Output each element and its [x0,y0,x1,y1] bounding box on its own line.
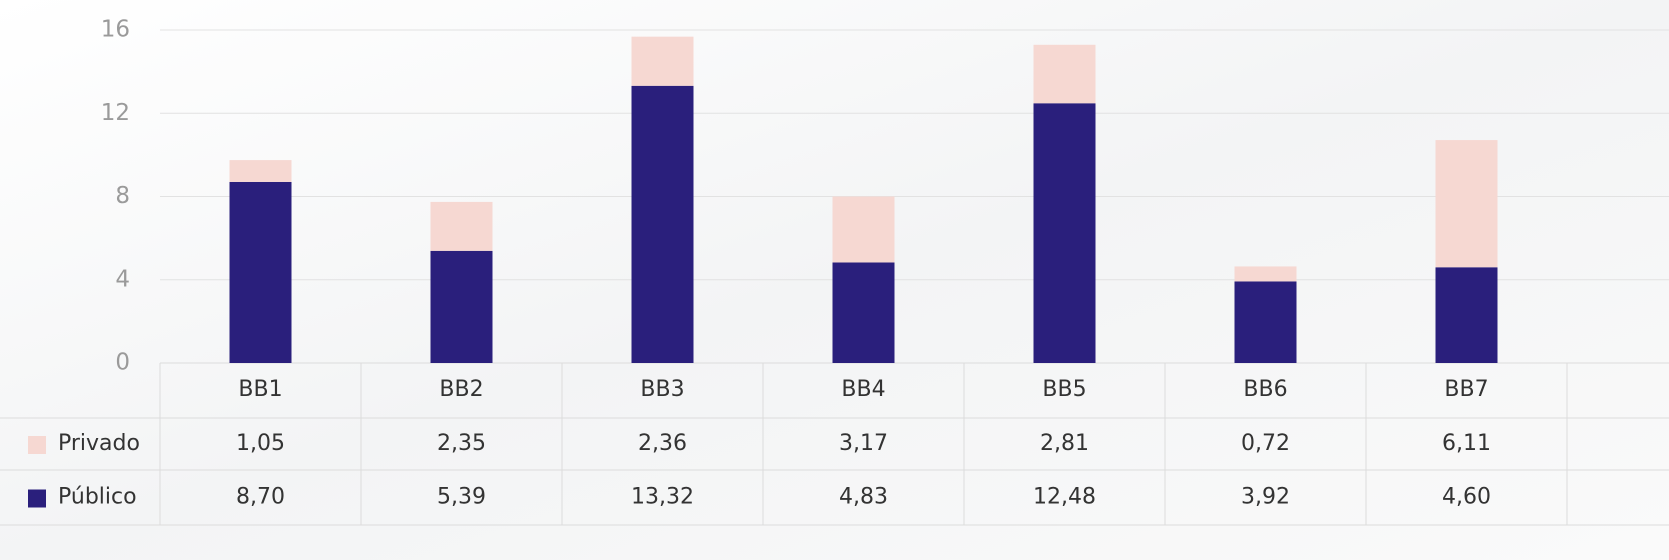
x-tick-label: BB7 [1444,377,1488,402]
x-tick-label: BB1 [238,377,282,402]
legend-swatch [28,436,46,454]
table-value: 8,70 [236,485,285,510]
table-value: 1,05 [236,431,285,456]
bar-segment [229,160,292,182]
bar-segment [631,36,694,86]
table-value: 12,48 [1033,485,1096,510]
x-tick-label: BB6 [1243,377,1287,402]
x-tick-label: BB4 [841,377,885,402]
table-value: 2,81 [1040,431,1089,456]
bar-segment [832,196,895,263]
x-tick-label: BB3 [640,377,684,402]
table-value: 4,83 [839,485,888,510]
table-value: 3,17 [839,431,888,456]
y-tick-label: 8 [115,183,130,209]
legend-label: Privado [58,431,140,456]
table-value: 6,11 [1442,431,1491,456]
table-value: 2,36 [638,431,687,456]
legend-label: Público [58,485,137,510]
y-tick-label: 12 [101,100,130,126]
bar-segment [1435,267,1498,363]
y-tick-label: 4 [115,266,130,292]
y-tick-label: 0 [115,350,130,376]
bar-segment [1435,140,1498,268]
table-value: 0,72 [1241,431,1290,456]
bar-segment [430,250,493,363]
bar-segment [631,85,694,363]
bar-segment [832,262,895,363]
table-value: 2,35 [437,431,486,456]
bar-segment [229,181,292,363]
x-tick-label: BB2 [439,377,483,402]
bar-segment [1234,266,1297,282]
table-value: 4,60 [1442,485,1491,510]
bar-segment [430,201,493,251]
bar-segment [1234,281,1297,363]
table-value: 5,39 [437,485,486,510]
table-value: 13,32 [631,485,694,510]
bar-segment [1033,44,1096,104]
table-value: 3,92 [1241,485,1290,510]
x-tick-label: BB5 [1042,377,1086,402]
legend-swatch [28,489,46,508]
bar-segment [1033,103,1096,363]
y-tick-label: 16 [101,17,130,43]
